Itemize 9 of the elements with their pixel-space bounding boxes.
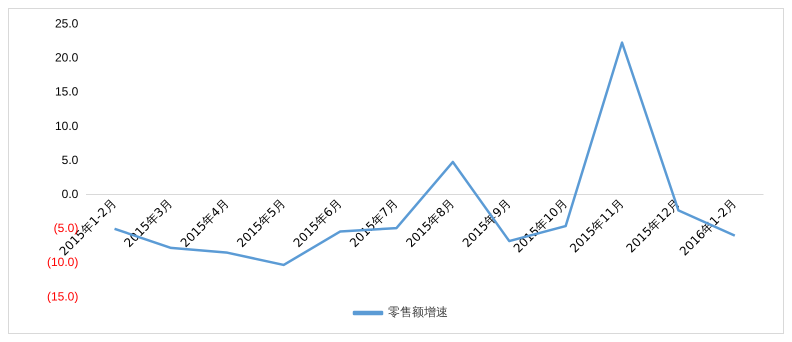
legend-label: 零售额增速: [388, 305, 448, 320]
y-tick-label: 10.0: [54, 118, 79, 133]
y-tick-label: (15.0): [46, 289, 78, 304]
y-tick-label: 15.0: [54, 84, 79, 99]
y-tick-label: 5.0: [62, 152, 79, 167]
y-tick-label: 25.0: [54, 16, 79, 31]
y-tick-label: 0.0: [62, 187, 79, 202]
y-tick-label: 20.0: [54, 50, 79, 65]
y-tick-label: (10.0): [46, 255, 78, 270]
